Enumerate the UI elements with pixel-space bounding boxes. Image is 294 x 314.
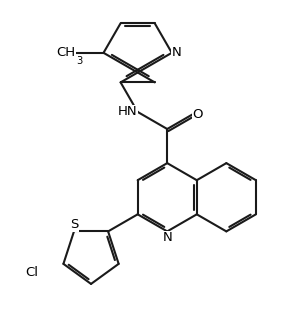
Text: N: N — [172, 46, 181, 59]
Text: O: O — [192, 108, 203, 121]
Text: N: N — [162, 231, 172, 244]
Text: Cl: Cl — [25, 266, 38, 279]
Text: HN: HN — [118, 106, 138, 118]
Text: 3: 3 — [76, 56, 83, 66]
Text: CH: CH — [56, 46, 76, 59]
Text: S: S — [70, 219, 78, 231]
